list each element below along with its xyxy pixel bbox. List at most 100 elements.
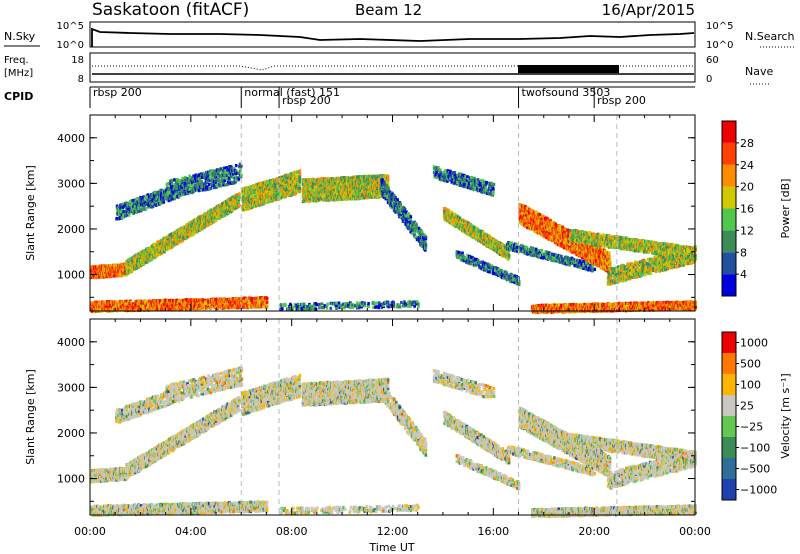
freq-left-tick-bottom: 8: [78, 74, 84, 85]
echo-cell: [195, 188, 199, 192]
echo-cell: [198, 185, 201, 189]
echo-cell: [141, 199, 145, 203]
echo-cell: [119, 302, 123, 306]
echo-cell: [386, 174, 390, 179]
echo-cell: [149, 203, 153, 207]
echo-cell: [254, 187, 258, 191]
echo-cell: [168, 299, 171, 303]
noise-left-label: N.Sky: [4, 30, 36, 43]
echo-cell: [296, 179, 299, 183]
echo-cell: [213, 213, 217, 217]
cpid-label: CPID: [4, 90, 33, 103]
freq-right-tick-bottom: 0: [706, 74, 712, 85]
echo-cell: [141, 303, 145, 308]
echo-cells: [90, 162, 697, 315]
echo-cell: [170, 178, 174, 182]
noise-right-label: N.Search: [745, 30, 795, 43]
echo-cell: [265, 302, 268, 306]
echo-cell: [238, 194, 241, 198]
echo-cell: [381, 178, 384, 182]
echo-cell: [215, 299, 218, 303]
echo-cell: [134, 299, 138, 303]
echo-cell: [241, 191, 244, 195]
freq-right-label: Nave: [745, 65, 773, 78]
echo-cell: [282, 194, 285, 198]
echo-cell: [311, 182, 315, 186]
echo-cell: [218, 180, 222, 184]
echo-cell: [265, 199, 269, 203]
echo-cell: [384, 194, 388, 198]
echo-cell: [265, 300, 269, 304]
echo-cell: [250, 185, 253, 189]
echo-cell: [222, 169, 225, 173]
echo-cell: [174, 186, 177, 191]
echo-cell: [200, 188, 203, 192]
echo-cell: [257, 197, 261, 201]
echo-cell: [96, 306, 100, 311]
cpid-segment-label: rbsp 200: [597, 94, 646, 107]
nave-trace: [92, 65, 694, 71]
echo-cell: [250, 195, 254, 199]
echo-cell: [183, 189, 186, 193]
echo-cell: [383, 188, 387, 192]
echo-cell: [137, 200, 141, 204]
echo-cell: [352, 188, 356, 192]
echo-cell: [231, 172, 235, 176]
echo-cell: [133, 198, 137, 202]
echo-cell: [160, 192, 163, 196]
echo-cell: [240, 173, 243, 177]
station-title: Saskatoon (fitACF): [92, 0, 249, 20]
echo-cell: [214, 179, 218, 183]
echo-cell: [217, 178, 221, 182]
echo-cell: [144, 206, 148, 210]
echo-cell: [388, 190, 392, 194]
echo-cell: [234, 169, 238, 173]
echo-cell: [128, 202, 131, 206]
echo-cell: [216, 206, 219, 210]
echo-cell: [148, 199, 152, 203]
freq-panel-frame: [89, 52, 696, 83]
echo-cell: [238, 195, 241, 200]
cpid-segment-label: rbsp 200: [282, 94, 331, 107]
echo-cell: [216, 172, 220, 176]
echo-cell: [190, 178, 193, 182]
echo-cell: [294, 191, 298, 195]
echo-cell: [194, 179, 198, 183]
echo-cell: [144, 197, 147, 201]
echo-cell: [176, 302, 179, 307]
echo-cell: [250, 192, 254, 196]
echo-cell: [223, 166, 227, 170]
echo-cell: [297, 182, 300, 186]
echo-cell: [274, 186, 278, 190]
echo-cell: [188, 174, 191, 178]
echo-cell: [363, 188, 367, 192]
echo-cell: [168, 192, 171, 196]
echo-cell: [272, 178, 276, 182]
echo-cell: [136, 304, 139, 308]
cpid-segment-label: rbsp 200: [93, 86, 142, 99]
echo-cell: [199, 176, 202, 180]
beam-title: Beam 12: [355, 1, 422, 19]
echo-cell: [200, 175, 204, 180]
echo-cell: [269, 183, 273, 187]
echo-cell: [265, 190, 269, 194]
echo-cell: [173, 194, 176, 198]
echo-cell: [170, 192, 173, 196]
echo-cell: [136, 197, 140, 201]
echo-cell: [157, 200, 160, 204]
echo-cell: [292, 191, 295, 196]
echo-cell: [124, 299, 127, 303]
echo-cell: [393, 200, 396, 204]
echo-cell: [160, 301, 164, 305]
echo-cell: [127, 206, 131, 210]
echo-cell: [267, 190, 270, 194]
echo-cell: [195, 185, 198, 190]
echo-cell: [207, 176, 210, 181]
echo-cell: [223, 306, 226, 310]
echo-cell: [386, 196, 389, 200]
echo-cell: [238, 204, 241, 208]
echo-cell: [197, 173, 201, 177]
echo-cell: [99, 302, 103, 306]
echo-cell: [222, 176, 225, 180]
echo-cell: [166, 186, 169, 190]
